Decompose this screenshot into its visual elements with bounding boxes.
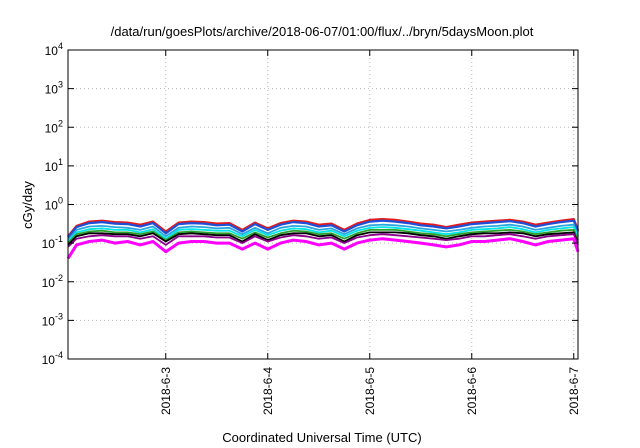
x-axis: 2018-6-3 2018-6-4 2018-6-5 2018-6-6 2018-6-7 bbox=[159, 50, 581, 415]
y-tick-label: 103 bbox=[45, 80, 63, 97]
y-tick-label: 10-1 bbox=[42, 234, 63, 251]
x-tick-label: 2018-6-3 bbox=[159, 367, 173, 415]
x-tick-label: 2018-6-5 bbox=[363, 367, 377, 415]
series-line-2 bbox=[67, 219, 580, 239]
y-tick-label: 104 bbox=[45, 41, 63, 58]
series-layer bbox=[66, 218, 580, 260]
y-axis: 10-4 10-3 10-2 10-1 100 101 102 103 104 bbox=[42, 41, 578, 367]
chart-title: /data/run/goesPlots/archive/2018-06-07/0… bbox=[111, 24, 534, 39]
series-line-1 bbox=[67, 218, 580, 237]
y-axis-label: cGy/day bbox=[20, 181, 35, 229]
x-axis-label: Coordinated Universal Time (UTC) bbox=[222, 430, 421, 445]
x-tick-label: 2018-6-4 bbox=[261, 367, 275, 415]
x-tick-label: 2018-6-7 bbox=[567, 367, 581, 415]
y-tick-label: 10-2 bbox=[42, 273, 63, 290]
x-tick-label: 2018-6-6 bbox=[465, 367, 479, 415]
series-line-7 bbox=[67, 233, 579, 248]
series-line-8 bbox=[66, 237, 580, 260]
series-line-5 bbox=[67, 228, 579, 244]
y-tick-label: 101 bbox=[45, 157, 63, 174]
series-line-4 bbox=[67, 226, 579, 243]
series-line-3 bbox=[67, 223, 579, 241]
grid-lines bbox=[68, 50, 578, 359]
y-tick-label: 102 bbox=[45, 118, 63, 135]
series-line-6 bbox=[67, 231, 579, 246]
y-tick-label: 100 bbox=[45, 196, 63, 213]
y-tick-label: 10-3 bbox=[42, 311, 63, 328]
y-tick-label: 10-4 bbox=[42, 350, 63, 367]
